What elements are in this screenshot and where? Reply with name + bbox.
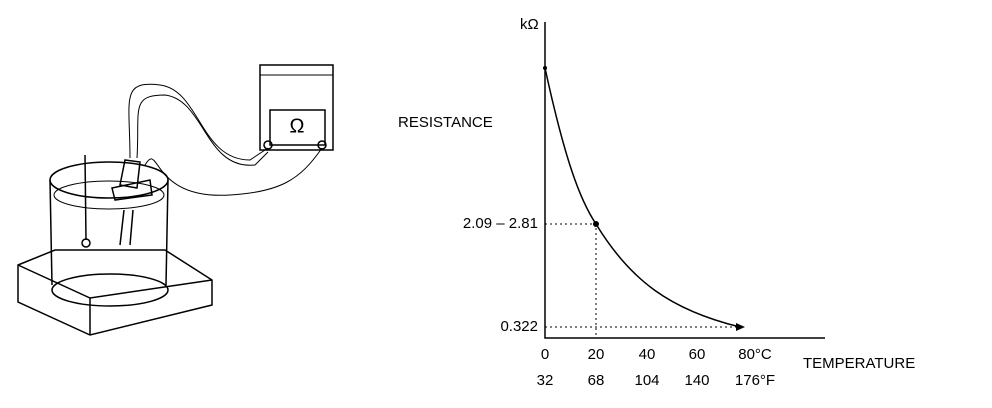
x-label-celsius: 40: [639, 346, 656, 363]
curve: [544, 67, 741, 328]
meter-symbol: Ω: [290, 115, 305, 137]
wire: [144, 147, 323, 196]
thermometer: [84, 154, 87, 241]
terminal: [263, 140, 273, 150]
x-label-fahrenheit: 140: [684, 372, 709, 389]
y-label: 2.09 – 2.81: [463, 215, 538, 232]
terminal: [317, 140, 327, 150]
graph: kΩ RESISTANCE 2.09 – 2.81 0.322 TEMPERAT…: [398, 16, 915, 372]
x-label-celsius: 60: [689, 346, 706, 363]
point: [736, 323, 745, 331]
guide-line: [545, 223, 740, 338]
x-label-celsius: 20: [588, 346, 605, 363]
x-label-celsius: 0: [541, 346, 549, 363]
apparatus: Ω: [17, 64, 334, 336]
x-label-fahrenheit: 32: [537, 372, 554, 389]
beaker-base: [51, 273, 169, 307]
meter-box: [259, 64, 334, 151]
x-label-fahrenheit: 68: [588, 372, 605, 389]
x-label-fahrenheit: 176°F: [735, 372, 775, 389]
wire: [128, 83, 269, 161]
point: [543, 66, 547, 70]
y-unit: kΩ: [520, 16, 539, 33]
sensor: [119, 159, 141, 246]
wire: [136, 94, 269, 166]
hotplate: [17, 249, 213, 336]
beaker-rim: [49, 161, 169, 199]
x-label-celsius: 80°C: [738, 346, 772, 363]
beaker-wall: [49, 179, 169, 286]
axes: [544, 22, 825, 339]
x-label-fahrenheit: 104: [634, 372, 659, 389]
hotplate-edge: [17, 264, 213, 335]
x-title: TEMPERATURE: [803, 355, 915, 372]
meter-face: [269, 109, 326, 146]
y-title: RESISTANCE: [398, 114, 493, 131]
y-label: 0.322: [500, 318, 538, 335]
water: [53, 180, 165, 210]
sensor-nut: [111, 179, 153, 201]
thermometer-bulb: [81, 238, 91, 248]
